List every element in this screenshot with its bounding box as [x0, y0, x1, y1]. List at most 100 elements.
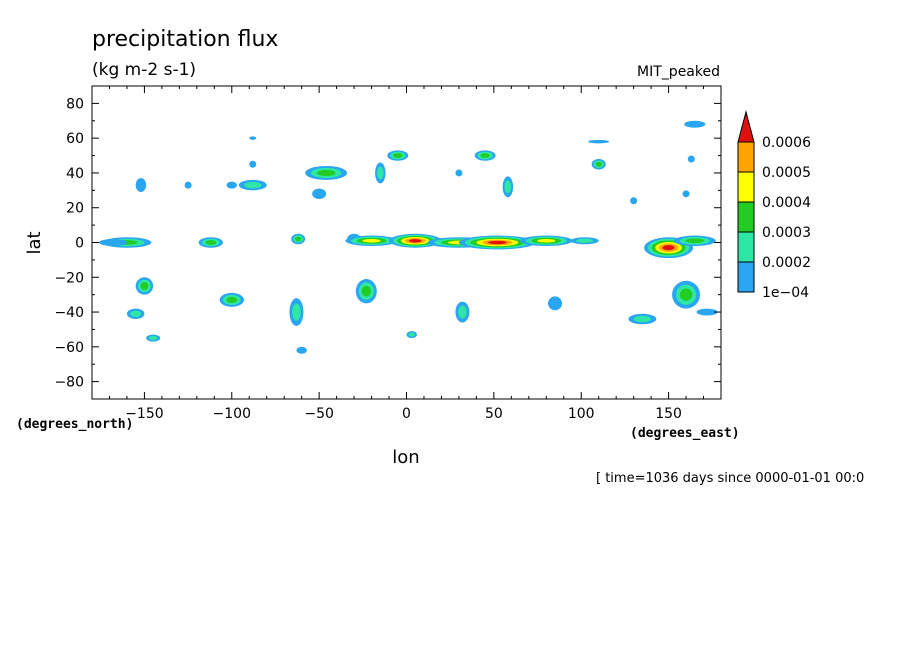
- x-tick-label: −150: [125, 406, 163, 422]
- precip-feature: [628, 313, 657, 325]
- contour-level-1: [682, 190, 690, 198]
- colorbar-box: [737, 261, 755, 293]
- contour-level-2: [148, 335, 158, 341]
- contour-level-2: [244, 181, 262, 189]
- y-tick-label: 80: [66, 96, 84, 112]
- contour-level-2: [504, 180, 512, 194]
- contour-level-6: [408, 239, 422, 243]
- dataset-label: MIT_peaked: [637, 64, 720, 80]
- colorbar-label: 1e−04: [762, 285, 809, 301]
- colorbar-label: 0.0006: [762, 135, 811, 151]
- y-tick-label: 20: [66, 201, 84, 217]
- contour-level-1: [455, 169, 463, 177]
- contour-level-1: [588, 139, 610, 144]
- precip-feature: [184, 181, 192, 189]
- x-tick-label: 150: [655, 406, 682, 422]
- precip-feature: [502, 176, 514, 198]
- precip-feature: [682, 190, 690, 198]
- precip-feature: [570, 237, 599, 245]
- contour-level-3: [205, 240, 217, 245]
- contour-level-2: [130, 310, 142, 318]
- y-axis-units: (degrees_north): [16, 417, 133, 432]
- contour-level-2: [292, 303, 301, 321]
- precip-feature: [355, 279, 377, 304]
- precip-feature: [375, 162, 386, 184]
- precip-feature: [696, 308, 718, 316]
- contour-level-2: [633, 315, 651, 323]
- colorbar-label: 0.0002: [762, 255, 811, 271]
- precip-feature: [249, 160, 257, 168]
- minor-ticks: [91, 85, 722, 400]
- y-tick-label: −40: [54, 305, 84, 321]
- colorbar-label: 0.0003: [762, 225, 811, 241]
- contour-level-2: [408, 332, 415, 337]
- contour-level-1: [548, 296, 563, 311]
- contour-level-1: [696, 308, 718, 316]
- precip-feature: [345, 235, 398, 246]
- precip-feature: [305, 165, 348, 180]
- contour-level-3: [480, 153, 490, 158]
- precip-feature: [135, 178, 147, 193]
- precip-feature: [135, 277, 154, 295]
- chart-subtitle: (kg m-2 s-1): [92, 60, 196, 80]
- colorbar-box: [737, 171, 755, 203]
- contour-level-1: [226, 181, 238, 189]
- precip-feature: [98, 239, 127, 246]
- precip-feature: [520, 235, 573, 246]
- contour-level-3: [140, 282, 149, 290]
- contour-level-4: [537, 238, 556, 243]
- contour-level-3: [679, 288, 693, 301]
- time-footer: [ time=1036 days since 0000-01-01 00:0: [596, 471, 864, 486]
- y-tick-label: 60: [66, 131, 84, 147]
- colorbar-box: [737, 141, 755, 173]
- y-tick-label: 0: [75, 236, 84, 252]
- x-axis-ticks: −150 −100 −50 0 50 100 150: [125, 86, 682, 422]
- colorbar-label: 0.0005: [762, 165, 811, 181]
- contour-level-3: [295, 236, 302, 242]
- precip-feature: [291, 233, 306, 245]
- contour-level-1: [630, 197, 638, 205]
- precip-feature: [591, 159, 606, 170]
- contour-level-1: [98, 239, 127, 246]
- x-tick-label: −100: [213, 406, 251, 422]
- precip-feature: [146, 334, 161, 342]
- precip-feature: [684, 120, 706, 128]
- precip-feature: [455, 301, 470, 323]
- precip-feature: [630, 197, 638, 205]
- contour-level-2: [458, 305, 467, 319]
- contour-level-1: [249, 136, 257, 140]
- contour-level-1: [184, 181, 192, 189]
- precip-feature: [238, 179, 267, 191]
- y-axis-ticks: 80 60 40 20 0 −20 −40 −60 −80: [54, 96, 721, 391]
- contour-layer: [98, 120, 718, 354]
- contour-level-1: [249, 160, 257, 168]
- precip-feature: [126, 308, 145, 320]
- x-tick-label: −50: [304, 406, 334, 422]
- contour-level-3: [595, 161, 602, 167]
- y-tick-label: −80: [54, 375, 84, 391]
- x-tick-label: 0: [402, 406, 411, 422]
- contour-level-6: [662, 245, 675, 251]
- precip-feature: [249, 136, 257, 140]
- contour-level-1: [135, 178, 147, 193]
- chart-title: precipitation flux: [92, 27, 278, 52]
- precip-feature: [673, 235, 716, 246]
- precip-feature: [455, 169, 463, 177]
- precip-feature: [389, 233, 442, 248]
- precip-feature: [296, 346, 307, 354]
- precip-feature: [474, 150, 496, 161]
- colorbar-triangle: [737, 110, 755, 143]
- y-tick-label: −60: [54, 340, 84, 356]
- x-axis-units: (degrees_east): [630, 426, 740, 441]
- precip-feature: [588, 139, 610, 144]
- colorbar-box: [737, 201, 755, 233]
- precip-feature: [406, 331, 417, 339]
- contour-level-3: [685, 238, 705, 244]
- precip-feature: [458, 235, 536, 250]
- colorbar: 1e−04 0.0002 0.0003 0.0004 0.0005 0.0006: [737, 110, 811, 301]
- precip-feature: [644, 237, 694, 259]
- contour-level-3: [393, 153, 403, 158]
- contour-level-2: [576, 238, 594, 243]
- contour-level-2: [377, 166, 384, 180]
